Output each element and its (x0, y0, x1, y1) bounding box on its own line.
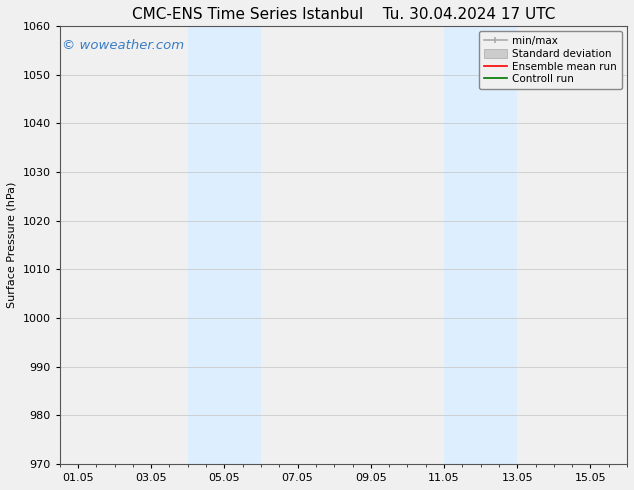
Bar (188, 26, 261, 464)
Legend: min/max, Standard deviation, Ensemble mean run, Controll run: min/max, Standard deviation, Ensemble me… (479, 31, 622, 89)
Title: CMC-ENS Time Series Istanbul    Tu. 30.04.2024 17 UTC: CMC-ENS Time Series Istanbul Tu. 30.04.2… (132, 7, 555, 22)
Text: © woweather.com: © woweather.com (63, 39, 184, 52)
Y-axis label: Surface Pressure (hPa): Surface Pressure (hPa) (7, 182, 17, 308)
Bar (444, 26, 517, 464)
